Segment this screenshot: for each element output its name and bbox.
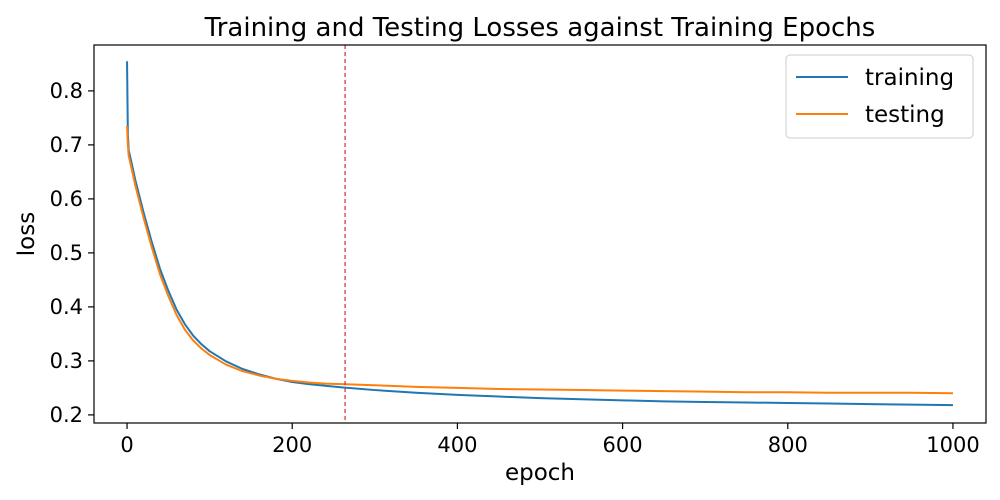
x-axis-label: epoch [505, 460, 575, 486]
y-tick-label: 0.8 [50, 79, 83, 103]
plot-area [126, 45, 953, 423]
chart-title: Training and Testing Losses against Trai… [204, 13, 876, 43]
series-line-training [126, 61, 953, 407]
x-tick-label: 0 [120, 433, 133, 457]
x-tick-label: 1000 [926, 433, 979, 457]
x-tick-label: 400 [437, 433, 477, 457]
x-tick-label: 600 [603, 433, 643, 457]
axes-frame [93, 44, 987, 424]
legend: training testing [785, 54, 974, 139]
y-tick-label: 0.3 [50, 349, 83, 373]
y-tick-label: 0.6 [50, 187, 83, 211]
x-tick-label: 200 [272, 433, 312, 457]
y-tick-label: 0.5 [50, 241, 83, 265]
y-tick-label: 0.7 [50, 133, 83, 157]
y-axis: 0.2 0.3 0.4 0.5 0.6 0.7 0.8 [50, 79, 94, 427]
y-axis-label: loss [14, 212, 40, 256]
x-axis: 0 200 400 600 800 1000 [120, 423, 980, 457]
legend-box [785, 54, 974, 139]
legend-label-testing: testing [865, 102, 945, 128]
y-tick-label: 0.4 [50, 295, 83, 319]
legend-label-training: training [865, 65, 954, 91]
series-line-testing [126, 125, 953, 395]
x-tick-label: 800 [768, 433, 808, 457]
y-tick-label: 0.2 [50, 403, 83, 427]
